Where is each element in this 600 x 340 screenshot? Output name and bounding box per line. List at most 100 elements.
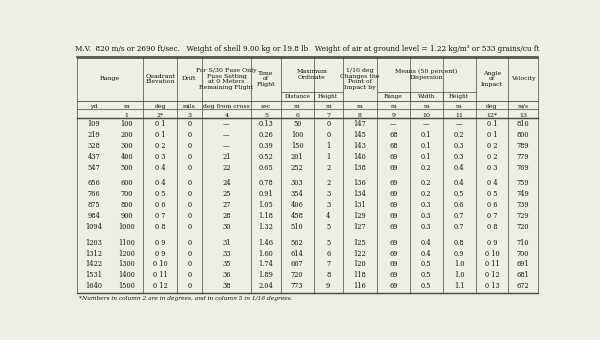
Text: 0.4: 0.4	[421, 239, 431, 246]
Text: 1.1: 1.1	[454, 282, 464, 290]
Text: 0 1: 0 1	[155, 131, 166, 139]
Text: 6: 6	[326, 250, 331, 258]
Text: 5: 5	[264, 113, 268, 118]
Text: 116: 116	[353, 282, 366, 290]
Text: 0 9: 0 9	[155, 239, 166, 246]
Text: 0.5: 0.5	[421, 260, 431, 269]
Text: 354: 354	[291, 190, 304, 198]
Text: 766: 766	[88, 190, 100, 198]
Text: 219: 219	[88, 131, 100, 139]
Text: 0 5: 0 5	[487, 190, 497, 198]
Text: Width: Width	[418, 94, 435, 99]
Text: —: —	[456, 120, 463, 128]
Text: 4: 4	[326, 212, 331, 220]
Text: 720: 720	[291, 271, 304, 279]
Text: 0 6: 0 6	[155, 201, 166, 209]
Text: 749: 749	[517, 190, 529, 198]
Text: 24: 24	[222, 179, 231, 187]
Text: 30: 30	[223, 223, 231, 231]
Text: 134: 134	[353, 190, 367, 198]
Text: 0.2: 0.2	[421, 179, 431, 187]
Text: 0.5: 0.5	[454, 190, 464, 198]
Text: m: m	[424, 104, 429, 109]
Text: Height: Height	[318, 94, 338, 99]
Text: 1000: 1000	[118, 223, 135, 231]
Text: 1203: 1203	[85, 239, 102, 246]
Text: 27: 27	[223, 201, 231, 209]
Text: 0: 0	[326, 131, 330, 139]
Text: 0: 0	[187, 164, 191, 172]
Text: 2*: 2*	[157, 113, 164, 118]
Text: 69: 69	[389, 179, 398, 187]
Text: 0: 0	[187, 239, 191, 246]
Text: 0.1: 0.1	[421, 153, 431, 161]
Text: 38: 38	[222, 282, 231, 290]
Text: 0.52: 0.52	[259, 153, 274, 161]
Text: 9: 9	[391, 113, 395, 118]
Text: 600: 600	[121, 179, 133, 187]
Text: 0.2: 0.2	[454, 131, 464, 139]
Text: —: —	[223, 120, 230, 128]
Text: 0.3: 0.3	[421, 212, 431, 220]
Text: 0 10: 0 10	[485, 250, 499, 258]
Text: 7: 7	[326, 260, 330, 269]
Text: 0: 0	[326, 120, 330, 128]
Text: —: —	[390, 120, 397, 128]
Text: 140: 140	[353, 153, 366, 161]
Text: 1.0: 1.0	[454, 271, 464, 279]
Text: 13: 13	[519, 113, 527, 118]
Text: 458: 458	[291, 212, 304, 220]
Text: 0.13: 0.13	[259, 120, 274, 128]
Text: 0: 0	[187, 120, 191, 128]
Text: 0: 0	[187, 250, 191, 258]
Text: 710: 710	[517, 239, 529, 246]
Text: 300: 300	[121, 142, 133, 150]
Text: 900: 900	[121, 212, 133, 220]
Text: 147: 147	[353, 120, 366, 128]
Text: 0: 0	[187, 131, 191, 139]
Text: 69: 69	[389, 201, 398, 209]
Text: 0.3: 0.3	[421, 223, 431, 231]
Text: Quadrant
Elevation: Quadrant Elevation	[145, 73, 175, 84]
Text: 1.05: 1.05	[259, 201, 274, 209]
Text: 0 9: 0 9	[155, 250, 166, 258]
Text: 1.46: 1.46	[259, 239, 274, 246]
Text: Height: Height	[449, 94, 469, 99]
Text: 69: 69	[389, 282, 398, 290]
Text: 984: 984	[88, 212, 100, 220]
Text: 0 1: 0 1	[487, 131, 497, 139]
Text: 0 3: 0 3	[155, 153, 166, 161]
Text: 0 2: 0 2	[155, 142, 166, 150]
Text: 0 9: 0 9	[487, 239, 497, 246]
Text: 35: 35	[222, 260, 231, 269]
Text: 0 4: 0 4	[155, 164, 166, 172]
Text: 136: 136	[353, 179, 366, 187]
Text: 400: 400	[121, 153, 133, 161]
Text: 25: 25	[222, 190, 231, 198]
Text: 131: 131	[353, 201, 366, 209]
Text: deg from cross: deg from cross	[203, 104, 250, 109]
Text: 500: 500	[121, 164, 133, 172]
Text: Time
of
Flight: Time of Flight	[257, 71, 275, 87]
Text: —: —	[423, 120, 430, 128]
Text: 779: 779	[517, 153, 529, 161]
Text: 0 5: 0 5	[155, 190, 166, 198]
Text: 1: 1	[326, 142, 331, 150]
Text: 0 3: 0 3	[487, 164, 497, 172]
Text: 614: 614	[291, 250, 304, 258]
Text: 1312: 1312	[85, 250, 102, 258]
Text: 1100: 1100	[118, 239, 135, 246]
Text: 69: 69	[389, 250, 398, 258]
Text: 200: 200	[121, 131, 133, 139]
Text: 109: 109	[88, 120, 100, 128]
Text: 0.3: 0.3	[454, 153, 464, 161]
Text: 0 8: 0 8	[487, 223, 497, 231]
Text: 0.2: 0.2	[421, 190, 431, 198]
Text: 1: 1	[125, 113, 128, 118]
Text: 547: 547	[88, 164, 100, 172]
Text: —: —	[223, 131, 230, 139]
Text: 11: 11	[455, 113, 463, 118]
Text: —: —	[223, 142, 230, 150]
Text: 2.04: 2.04	[259, 282, 274, 290]
Text: 810: 810	[517, 120, 529, 128]
